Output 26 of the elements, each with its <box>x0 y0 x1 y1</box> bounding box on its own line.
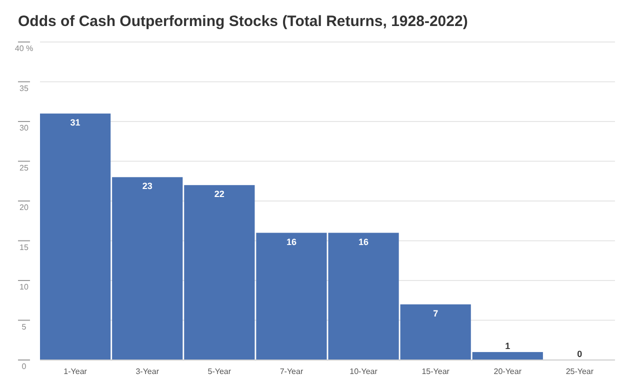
data-label: 7 <box>433 308 438 318</box>
y-tick-label: 10 <box>20 282 29 292</box>
x-tick-label: 1-Year <box>64 367 88 376</box>
data-label: 31 <box>70 118 80 128</box>
x-tick-label: 3-Year <box>136 367 160 376</box>
y-tick-label: 20 <box>20 203 29 212</box>
y-tick-label: 30 <box>20 124 29 132</box>
x-tick-label: 5-Year <box>208 367 232 376</box>
x-tick-label: 20-Year <box>494 367 522 376</box>
x-tick-label: 10-Year <box>350 367 378 376</box>
y-tick-label: 40 % <box>14 44 34 53</box>
y-tick-label: 25 <box>20 163 29 172</box>
data-label: 23 <box>142 181 152 192</box>
x-tick-label: 15-Year <box>422 367 450 376</box>
y-tick-label: 15 <box>20 242 29 252</box>
chart-title: Odds of Cash Outperforming Stocks (Total Returns, 1928-2022) <box>18 13 468 30</box>
y-tick-label: 0 <box>22 362 27 371</box>
data-label: 16 <box>358 236 369 247</box>
data-label: 22 <box>214 189 224 200</box>
data-label: 1 <box>505 341 510 352</box>
x-tick-label: 7-Year <box>280 367 304 376</box>
data-label: 16 <box>286 236 296 247</box>
x-tick-label: 25-Year <box>566 367 594 376</box>
y-tick-label: 5 <box>22 322 27 332</box>
y-tick-label: 35 <box>20 84 29 93</box>
data-label: 0 <box>577 349 582 359</box>
